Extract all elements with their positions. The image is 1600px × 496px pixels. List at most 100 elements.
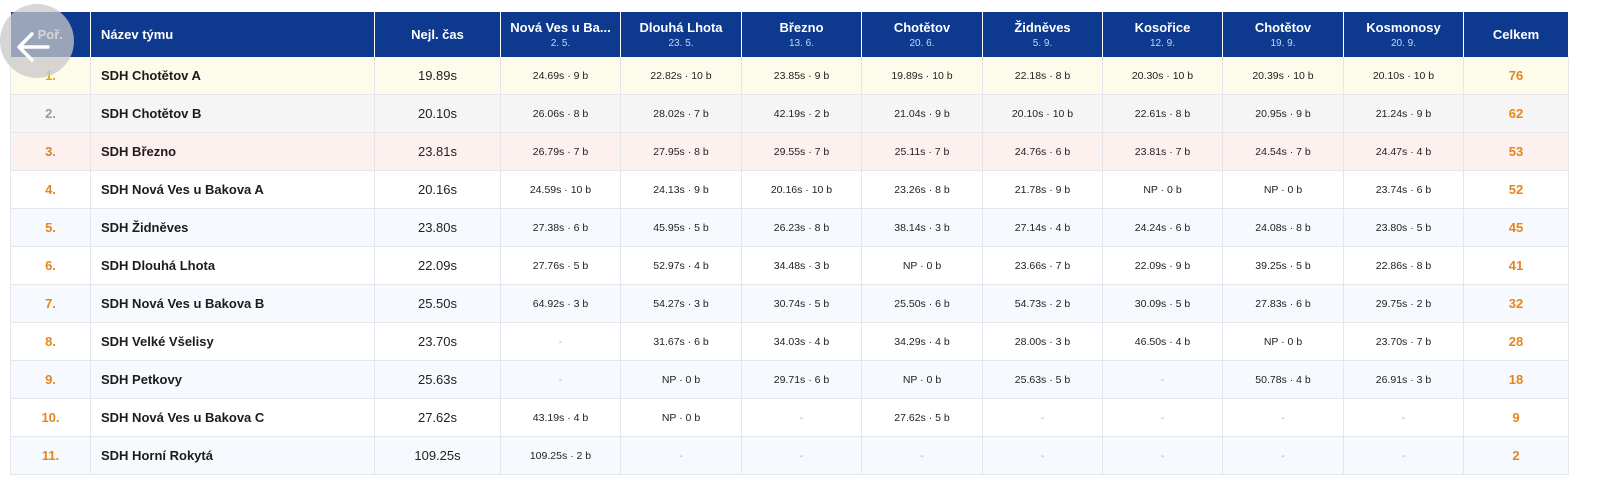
table-row: 5. SDH Židněves 23.80s 27.38s · 6 b 45.95s ·…: [10, 208, 1569, 247]
team-cell: SDH Petkovy: [90, 360, 375, 399]
table-row: 2. SDH Chotětov B 20.10s 26.06s · 8 b 28.02s…: [10, 94, 1569, 133]
result-cell: 25.63s · 5 b: [982, 360, 1103, 399]
header-cell: Nejl. čas: [374, 12, 501, 57]
result-cell: 27.83s · 6 b: [1222, 284, 1344, 323]
result-cell: 28.02s · 7 b: [620, 94, 742, 133]
result-cell: 29.55s · 7 b: [741, 132, 862, 171]
result-cell: 20.10s · 10 b: [1343, 57, 1464, 95]
result-cell: 34.48s · 3 b: [741, 246, 862, 285]
result-cell: 45.95s · 5 b: [620, 208, 742, 247]
team-cell: SDH Chotětov A: [90, 57, 375, 95]
header-cell: Kosořice 12. 9.: [1102, 12, 1223, 57]
header-cell: Dlouhá Lhota 23. 5.: [620, 12, 742, 57]
result-cell: 27.76s · 5 b: [500, 246, 621, 285]
best-time-cell: 23.70s: [374, 322, 501, 361]
result-cell: 50.78s · 4 b: [1222, 360, 1344, 399]
result-cell: 27.95s · 8 b: [620, 132, 742, 171]
result-cell: 64.92s · 3 b: [500, 284, 621, 323]
result-cell: 39.25s · 5 b: [1222, 246, 1344, 285]
result-cell: 23.66s · 7 b: [982, 246, 1103, 285]
best-time-cell: 27.62s: [374, 398, 501, 437]
result-cell: 42.19s · 2 b: [741, 94, 862, 133]
best-time-cell: 109.25s: [374, 436, 501, 475]
rank-cell: 3.: [10, 132, 91, 171]
result-cell: 24.54s · 7 b: [1222, 132, 1344, 171]
best-time-cell: 20.10s: [374, 94, 501, 133]
total-cell: 9: [1463, 398, 1569, 437]
race-date: 12. 9.: [1149, 38, 1176, 49]
result-cell: -: [1222, 436, 1344, 475]
result-cell: 24.24s · 6 b: [1102, 208, 1223, 247]
result-cell: 24.08s · 8 b: [1222, 208, 1344, 247]
result-cell: -: [1222, 398, 1344, 437]
result-cell: 20.30s · 10 b: [1102, 57, 1223, 95]
result-cell: 24.47s · 4 b: [1343, 132, 1464, 171]
race-date: 20. 6.: [909, 38, 935, 49]
race-name: Kosmonosy: [1366, 20, 1441, 35]
result-cell: -: [500, 360, 621, 399]
back-button[interactable]: [0, 4, 74, 78]
result-cell: 29.75s · 2 b: [1343, 284, 1464, 323]
result-cell: NP · 0 b: [620, 398, 742, 437]
team-cell: SDH Židněves: [90, 208, 375, 247]
rank-cell: 6.: [10, 246, 91, 285]
result-cell: 23.74s · 6 b: [1343, 170, 1464, 209]
result-cell: 30.74s · 5 b: [741, 284, 862, 323]
result-cell: 20.10s · 10 b: [982, 94, 1103, 133]
result-cell: -: [861, 436, 983, 475]
rank-cell: 8.: [10, 322, 91, 361]
table-row: 11. SDH Horní Rokytá 109.25s 109.25s · 2 b-…: [10, 436, 1569, 475]
best-time-cell: 20.16s: [374, 170, 501, 209]
result-cell: 26.23s · 8 b: [741, 208, 862, 247]
rank-cell: 5.: [10, 208, 91, 247]
table-row: 4. SDH Nová Ves u Bakova A 20.16s 24.59s · …: [10, 170, 1569, 209]
race-name: Dlouhá Lhota: [639, 20, 723, 35]
team-cell: SDH Chotětov B: [90, 94, 375, 133]
best-time-cell: 23.81s: [374, 132, 501, 171]
race-name: Kosořice: [1134, 20, 1191, 35]
total-cell: 2: [1463, 436, 1569, 475]
total-cell: 62: [1463, 94, 1569, 133]
rank-cell: 9.: [10, 360, 91, 399]
result-cell: NP · 0 b: [1222, 322, 1344, 361]
result-cell: NP · 0 b: [1102, 170, 1223, 209]
result-cell: 25.11s · 7 b: [861, 132, 983, 171]
team-cell: SDH Březno: [90, 132, 375, 171]
total-cell: 52: [1463, 170, 1569, 209]
result-cell: NP · 0 b: [1222, 170, 1344, 209]
table-row: 6. SDH Dlouhá Lhota 22.09s 27.76s · 5 b 52.9…: [10, 246, 1569, 285]
result-cell: -: [620, 436, 742, 475]
race-date: 23. 5.: [668, 38, 694, 49]
total-cell: 53: [1463, 132, 1569, 171]
total-cell: 32: [1463, 284, 1569, 323]
result-cell: 27.14s · 4 b: [982, 208, 1103, 247]
rank-cell: 11.: [10, 436, 91, 475]
race-date: 20. 9.: [1390, 38, 1417, 49]
result-cell: -: [982, 398, 1103, 437]
result-cell: 31.67s · 6 b: [620, 322, 742, 361]
best-time-cell: 25.50s: [374, 284, 501, 323]
result-cell: 20.95s · 9 b: [1222, 94, 1344, 133]
result-cell: 23.81s · 7 b: [1102, 132, 1223, 171]
result-cell: 21.04s · 9 b: [861, 94, 983, 133]
result-cell: 24.13s · 9 b: [620, 170, 742, 209]
result-cell: 26.91s · 3 b: [1343, 360, 1464, 399]
result-cell: -: [1102, 398, 1223, 437]
total-cell: 76: [1463, 57, 1569, 95]
header-cell: Celkem: [1463, 12, 1569, 57]
header-cell: Nová Ves u Ba... 2. 5.: [500, 12, 621, 57]
total-cell: 45: [1463, 208, 1569, 247]
team-cell: SDH Nová Ves u Bakova B: [90, 284, 375, 323]
result-cell: 38.14s · 3 b: [861, 208, 983, 247]
result-cell: 54.73s · 2 b: [982, 284, 1103, 323]
header-cell: Chotětov 19. 9.: [1222, 12, 1344, 57]
header-cell: Kosmonosy 20. 9.: [1343, 12, 1464, 57]
back-arrow-icon: [17, 32, 50, 62]
result-cell: 26.06s · 8 b: [500, 94, 621, 133]
race-name: Březno: [779, 20, 824, 35]
team-cell: SDH Nová Ves u Bakova C: [90, 398, 375, 437]
team-cell: SDH Velké Všelisy: [90, 322, 375, 361]
result-cell: 22.61s · 8 b: [1102, 94, 1223, 133]
rank-cell: 4.: [10, 170, 91, 209]
